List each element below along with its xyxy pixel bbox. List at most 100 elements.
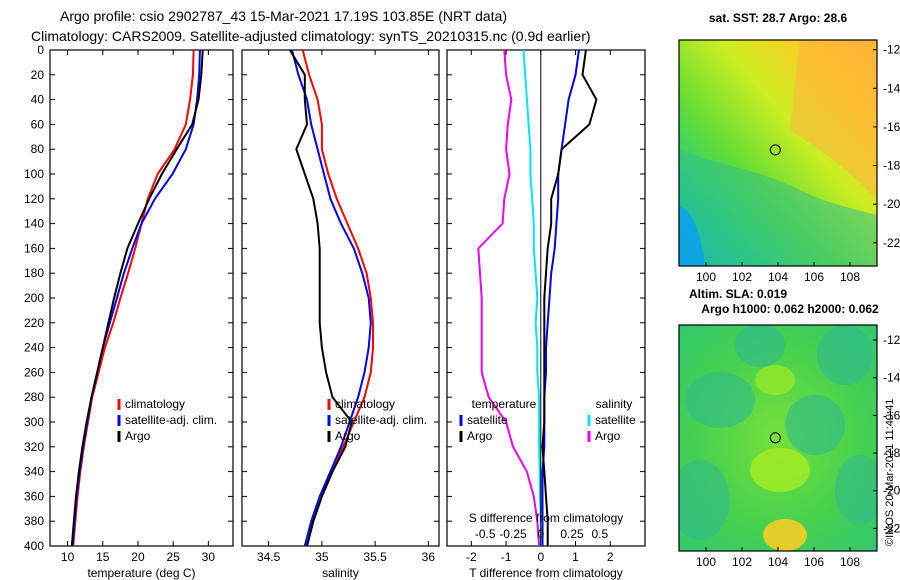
difference-temp-legend-label: Argo bbox=[467, 429, 493, 443]
sla-map-axes: 100 102 104 106 108 -12 -14 -16 -18 -20 -22 bbox=[696, 333, 900, 569]
salinity-line-argo bbox=[289, 50, 353, 546]
salinity-xtick-label: 35.5 bbox=[363, 550, 387, 564]
temperature-ytick-label: 60 bbox=[31, 117, 45, 131]
title-line2: Climatology: CARS2009. Satellite-adjuste… bbox=[31, 28, 591, 44]
difference-series-group bbox=[477, 50, 598, 546]
sla-map-xtick-label: 100 bbox=[696, 555, 716, 569]
difference-xlabel: T difference from climatology bbox=[469, 566, 623, 580]
temperature-xtick-label: 20 bbox=[131, 550, 145, 564]
sla-map-high bbox=[755, 365, 795, 395]
temperature-ytick-label: 360 bbox=[24, 489, 44, 503]
sla-map-eddy bbox=[735, 325, 785, 367]
temperature-ytick-label: 380 bbox=[24, 514, 44, 528]
difference-xtick-label: -2 bbox=[466, 550, 477, 564]
sst-map-ytick-label: -12 bbox=[883, 43, 900, 57]
sst-map-xtick-label: 104 bbox=[768, 270, 788, 284]
sst-map-axes: 100 102 104 106 108 -12 -14 -16 -18 -20 -22 bbox=[696, 43, 900, 284]
sst-map-title: sat. SST: 28.7 Argo: 28.6 bbox=[709, 11, 848, 25]
difference-legend-title: temperature bbox=[472, 397, 537, 411]
sst-map-ytick-label: -22 bbox=[883, 236, 900, 250]
difference-top-tick-label: 0.25 bbox=[560, 527, 584, 541]
temperature-ytick-label: 260 bbox=[24, 365, 44, 379]
temperature-ytick-label: 0 bbox=[37, 43, 44, 57]
sla-map-eddy bbox=[835, 455, 877, 525]
sst-map: sat. SST: 28.7 Argo: 28.6 100 102 104 106 10… bbox=[678, 11, 900, 284]
salinity-legend-label: Argo bbox=[335, 429, 361, 443]
difference-line-t-argo bbox=[541, 50, 598, 546]
sla-map: Altim. SLA: 0.019 Argo h1000: 0.062 h200… bbox=[678, 287, 900, 569]
temperature-legend-label: climatology bbox=[125, 397, 185, 411]
temperature-xlabel: temperature (deg C) bbox=[87, 566, 195, 580]
temperature-frame bbox=[49, 49, 234, 547]
temperature-ytick-label: 160 bbox=[24, 241, 44, 255]
difference-line-s-satellite bbox=[522, 50, 542, 546]
sst-map-xtick-label: 100 bbox=[696, 270, 716, 284]
temperature-xtick-label: 25 bbox=[166, 550, 180, 564]
sst-map-xtick-label: 106 bbox=[804, 270, 824, 284]
temperature-xtick-label: 15 bbox=[96, 550, 110, 564]
sla-map-ytick-label: -20 bbox=[883, 484, 900, 498]
sst-map-cool-band bbox=[679, 150, 877, 266]
salinity-line-climatology bbox=[301, 50, 374, 546]
temperature-ytick-label: 100 bbox=[24, 167, 44, 181]
sla-map-ytick-label: -14 bbox=[883, 371, 900, 385]
temperature-panel: 10 15 20 25 30020406080100120140160180200220… bbox=[24, 43, 234, 580]
sst-map-xtick-label: 102 bbox=[732, 270, 752, 284]
difference-temp-legend-label: satellite bbox=[467, 413, 508, 427]
sla-map-ytick-label: -16 bbox=[883, 408, 900, 422]
sla-map-high bbox=[750, 448, 810, 492]
temperature-ytick-label: 340 bbox=[24, 465, 44, 479]
difference-xtick-label: 1 bbox=[572, 550, 579, 564]
temperature-line-satellite-adj-clim- bbox=[71, 50, 201, 546]
temperature-ytick-label: 180 bbox=[24, 266, 44, 280]
temperature-ytick-label: 400 bbox=[24, 539, 44, 553]
sla-map-ytick-label: -12 bbox=[883, 333, 900, 347]
salinity-legend-label: climatology bbox=[335, 397, 395, 411]
sst-map-ytick-label: -16 bbox=[883, 120, 900, 134]
title-line1: Argo profile: csio 2902787_43 15-Mar-202… bbox=[60, 8, 507, 24]
difference-top-tick-label: -0.25 bbox=[499, 527, 527, 541]
difference-xtick-label: 2 bbox=[607, 550, 614, 564]
sst-map-warm-patch bbox=[790, 40, 877, 200]
temperature-ytick-label: 20 bbox=[31, 68, 45, 82]
sla-map-title: Altim. SLA: 0.019 bbox=[689, 287, 787, 301]
difference-line-s-argo bbox=[477, 50, 541, 546]
salinity-xtick-label: 34.5 bbox=[257, 550, 281, 564]
sla-map-eddy bbox=[679, 460, 730, 540]
salinity-xlabel: salinity bbox=[322, 566, 359, 580]
difference-panel: -2 -1 0 1 2 T difference from climatology S di… bbox=[446, 49, 646, 580]
salinity-xtick-label: 35 bbox=[315, 550, 329, 564]
difference-xtick-label: 0 bbox=[537, 550, 544, 564]
difference-sal-legend-label: Argo bbox=[595, 429, 621, 443]
sla-map-xtick-label: 106 bbox=[804, 555, 824, 569]
temperature-line-argo bbox=[70, 50, 204, 546]
sla-map-ytick-label: -18 bbox=[883, 446, 900, 460]
sla-map-subtitle: Argo h1000: 0.062 h2000: 0.062 bbox=[701, 302, 879, 316]
sla-map-argo-marker bbox=[769, 432, 781, 444]
credit: ©IMOS 20-Mar-2021 11:40:41 bbox=[884, 399, 896, 546]
temperature-ytick-label: 120 bbox=[24, 192, 44, 206]
difference-top-tick-label: -0.5 bbox=[475, 527, 496, 541]
temperature-line-climatology bbox=[72, 50, 195, 546]
salinity-xtick-label: 36 bbox=[422, 550, 436, 564]
sla-map-xtick-label: 102 bbox=[732, 555, 752, 569]
sla-map-xtick-label: 108 bbox=[840, 555, 860, 569]
difference-frame bbox=[446, 49, 646, 547]
temperature-series-group bbox=[70, 50, 204, 546]
temperature-ytick-label: 320 bbox=[24, 440, 44, 454]
salinity-series-group bbox=[289, 50, 374, 546]
temperature-ytick-label: 280 bbox=[24, 390, 44, 404]
difference-top-tick-label: 0 bbox=[537, 527, 544, 541]
difference-line-t-satellite bbox=[541, 50, 580, 546]
salinity-legend-label: satellite-adj. clim. bbox=[335, 413, 427, 427]
sla-map-eddy bbox=[817, 325, 873, 385]
temperature-legend-label: satellite-adj. clim. bbox=[125, 413, 217, 427]
sla-map-ytick-label: -22 bbox=[883, 521, 900, 535]
sst-map-ytick-label: -20 bbox=[883, 197, 900, 211]
sst-map-argo-marker bbox=[769, 144, 781, 156]
sla-map-xtick-label: 104 bbox=[768, 555, 788, 569]
temperature-ytick-label: 220 bbox=[24, 316, 44, 330]
temperature-ytick-label: 80 bbox=[31, 142, 45, 156]
difference-top-tick-label: 0.5 bbox=[591, 527, 608, 541]
